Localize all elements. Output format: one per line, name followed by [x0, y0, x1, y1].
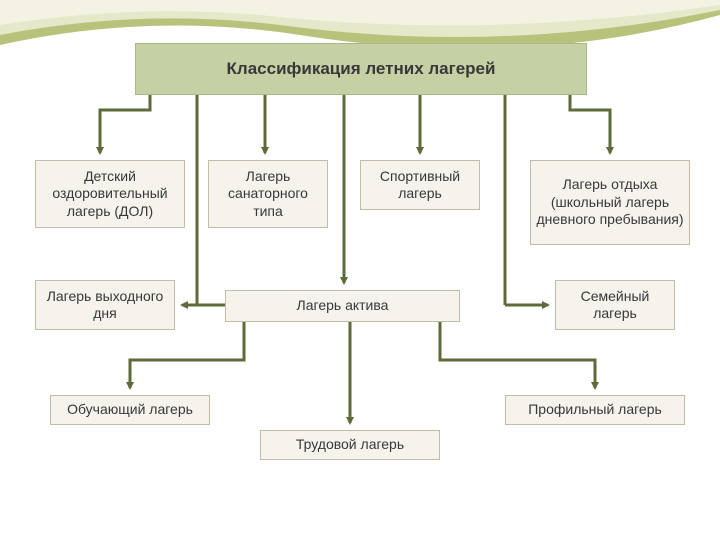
node-label: Лагерь санаторного типа — [213, 168, 323, 221]
diagram-title: Классификация летних лагерей — [135, 43, 587, 95]
node-labor: Трудовой лагерь — [260, 430, 440, 460]
node-label: Детский оздоровительный лагерь (ДОЛ) — [40, 168, 180, 221]
node-label: Лагерь актива — [297, 297, 389, 315]
node-profile: Профильный лагерь — [505, 395, 685, 425]
node-learn: Обучающий лагерь — [50, 395, 210, 425]
node-family: Семейный лагерь — [555, 280, 675, 330]
node-label: Спортивный лагерь — [365, 168, 475, 203]
node-label: Лагерь отдыха (школьный лагерь дневного … — [535, 176, 685, 229]
node-label: Лагерь выходного дня — [40, 288, 170, 323]
node-aktiv: Лагерь актива — [225, 290, 460, 322]
node-sanator: Лагерь санаторного типа — [208, 160, 328, 228]
node-rest: Лагерь отдыха (школьный лагерь дневного … — [530, 160, 690, 245]
node-label: Обучающий лагерь — [67, 401, 193, 419]
node-label: Трудовой лагерь — [296, 436, 404, 454]
node-weekend: Лагерь выходного дня — [35, 280, 175, 330]
node-dol: Детский оздоровительный лагерь (ДОЛ) — [35, 160, 185, 228]
node-sport: Спортивный лагерь — [360, 160, 480, 210]
node-label: Профильный лагерь — [528, 401, 662, 419]
node-label: Семейный лагерь — [560, 288, 670, 323]
